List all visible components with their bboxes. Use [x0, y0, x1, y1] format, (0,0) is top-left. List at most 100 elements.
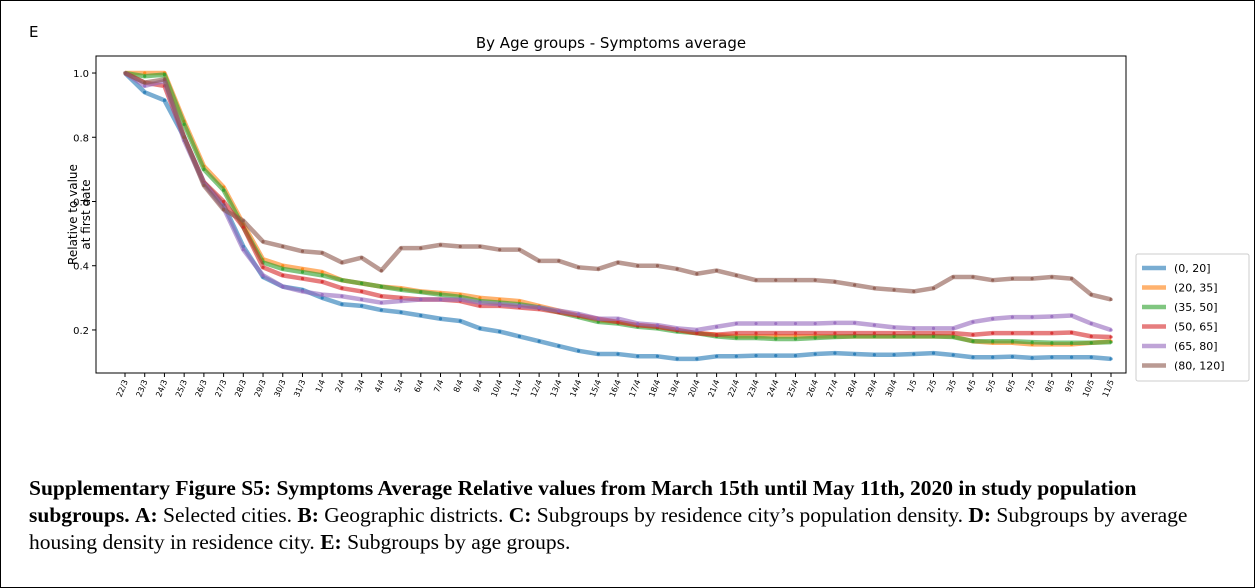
caption-bold-text: E:: [320, 530, 342, 554]
series-marker: [1050, 341, 1054, 345]
series-marker: [1010, 331, 1015, 335]
series-marker: [675, 326, 679, 330]
series-marker: [557, 344, 561, 348]
x-tick-label: 28/4: [844, 378, 859, 398]
series-marker: [340, 278, 344, 282]
series-marker: [340, 302, 344, 306]
series-marker: [1069, 313, 1074, 318]
series-marker: [1010, 355, 1015, 359]
series-marker: [320, 270, 324, 274]
series-marker: [399, 310, 403, 314]
series-marker: [320, 280, 324, 284]
x-tick-label: 6/5: [1004, 378, 1017, 393]
x-tick-label: 17/4: [627, 378, 642, 398]
legend-label: (65, 80]: [1174, 340, 1218, 353]
series-marker: [379, 301, 383, 305]
x-tick-label: 2/5: [925, 378, 938, 393]
series-marker: [853, 321, 857, 325]
x-tick-label: 30/4: [884, 378, 899, 398]
series-marker: [241, 225, 245, 229]
series-marker: [833, 351, 837, 355]
series-marker: [143, 81, 147, 85]
series-marker: [971, 339, 975, 343]
series-marker: [912, 289, 916, 294]
series-marker: [517, 248, 522, 252]
chart-title: By Age groups - Symptoms average: [476, 34, 746, 52]
series-marker: [360, 289, 364, 294]
series-marker: [951, 335, 955, 339]
series-marker: [951, 326, 955, 330]
x-tick-label: 16/4: [608, 378, 623, 398]
y-tick-label: 0.4: [73, 262, 89, 273]
x-tick-label: 10/5: [1081, 378, 1096, 398]
series-marker: [143, 84, 147, 88]
series-marker: [399, 288, 403, 292]
series-marker: [971, 355, 975, 359]
series-marker: [793, 354, 798, 358]
series-marker: [655, 323, 660, 327]
series-marker: [1010, 339, 1015, 343]
series-line: [123, 71, 1112, 362]
series-marker: [379, 285, 383, 289]
series-marker: [320, 293, 324, 297]
series-marker: [143, 74, 147, 78]
panel-label: E: [29, 23, 38, 41]
series-marker: [379, 308, 383, 312]
series-marker: [754, 321, 758, 326]
series-marker: [596, 317, 600, 321]
series-marker: [813, 352, 817, 356]
series-marker: [734, 354, 738, 358]
series-marker: [655, 354, 660, 358]
series-marker: [360, 256, 364, 260]
series-marker: [162, 73, 167, 77]
series-marker: [498, 329, 502, 334]
x-tick-label: 26/3: [194, 378, 209, 398]
x-tick-label: 26/4: [805, 378, 820, 398]
series-marker: [774, 331, 778, 335]
series-marker: [695, 328, 699, 332]
series-marker: [281, 285, 285, 289]
series-marker: [498, 248, 502, 252]
series-marker: [833, 331, 837, 335]
series-marker: [892, 353, 896, 357]
series-marker: [774, 278, 778, 282]
series-marker: [833, 321, 837, 325]
x-tick-label: 23/4: [746, 378, 761, 398]
series-marker: [853, 352, 857, 356]
series-marker: [793, 331, 798, 335]
y-tick-label: 0.8: [73, 133, 89, 144]
series-marker: [576, 349, 581, 353]
series-marker: [833, 280, 837, 284]
x-tick-label: 21/4: [706, 378, 721, 398]
series-marker: [458, 297, 462, 302]
series-marker: [1030, 340, 1034, 344]
series-marker: [912, 334, 916, 338]
x-tick-label: 8/5: [1044, 378, 1057, 393]
series-marker: [872, 334, 876, 338]
series-marker: [754, 331, 758, 335]
x-tick-label: 6/4: [412, 378, 425, 393]
plot-frame: [95, 55, 1127, 374]
series-marker: [300, 267, 305, 271]
x-tick-label: 27/3: [213, 378, 228, 398]
series-marker: [853, 334, 857, 338]
series-marker: [498, 297, 502, 302]
series-marker: [695, 331, 699, 335]
series-marker: [1030, 356, 1034, 360]
x-tick-label: 15/4: [588, 378, 603, 398]
x-tick-label: 7/4: [432, 378, 445, 393]
series-marker: [1089, 341, 1093, 345]
series-marker: [419, 246, 423, 250]
series-marker: [971, 275, 975, 279]
caption-bold-text: C:: [508, 503, 532, 527]
x-tick-label: 24/3: [154, 378, 169, 398]
series-marker: [557, 259, 561, 263]
series-marker: [853, 283, 857, 287]
series-marker: [537, 259, 541, 263]
series-marker: [340, 260, 344, 265]
x-tick-label: 8/4: [452, 378, 465, 393]
series-line: [125, 70, 1112, 347]
series-marker: [872, 331, 876, 335]
y-tick-label: 0.2: [73, 326, 89, 337]
x-tick-label: 11/4: [509, 378, 524, 398]
